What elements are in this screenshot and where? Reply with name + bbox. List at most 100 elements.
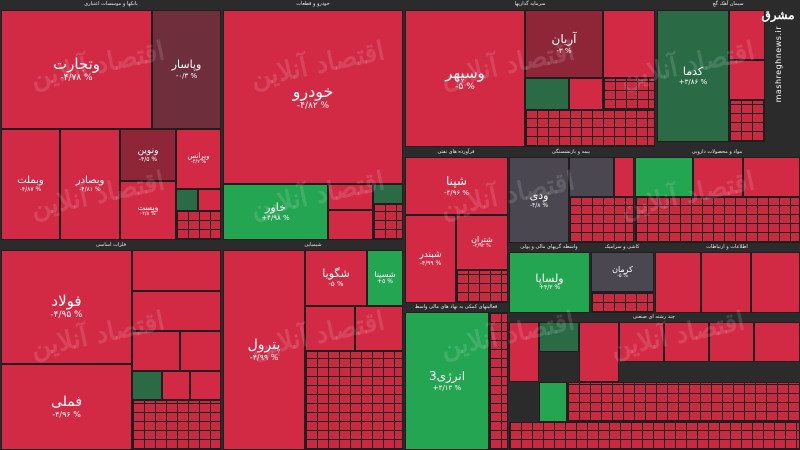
tile-cluster[interactable]	[176, 211, 221, 240]
tile-cluster[interactable]	[525, 110, 655, 147]
tile-kama[interactable]: کدما +۳/۸۶ %	[657, 10, 729, 142]
tile-name: شپنا	[446, 174, 467, 189]
tile-shepna[interactable]: شپنا -۴/۹۶ %	[405, 157, 508, 215]
tile-vpost[interactable]: وپست -۴/۸ %	[120, 181, 176, 240]
tile-vsepehr[interactable]: وسپهر -۵ %	[405, 10, 525, 147]
tile-percent: -۵ %	[617, 272, 628, 279]
tile-vday[interactable]: ودی -۴/۸ %	[509, 157, 569, 243]
tile-name: فملی	[50, 394, 83, 411]
tile-small[interactable]	[619, 322, 664, 362]
tile-arian[interactable]: آریان -۳ %	[525, 10, 603, 78]
brand-mark: مشرق	[761, 8, 795, 22]
tile-fmelli[interactable]: فملی -۴/۹۶ %	[1, 364, 132, 450]
tile-cluster[interactable]	[489, 312, 508, 450]
tile-small[interactable]	[132, 291, 221, 331]
tile-vtejarat[interactable]: وتجارت -۴/۷۸ %	[1, 10, 152, 129]
tile-small[interactable]	[132, 250, 221, 291]
tile-shanran[interactable]: شتران -۴/۹۲ %	[456, 215, 508, 270]
tile-vnovin[interactable]: ونوین -۴/۵ %	[120, 129, 176, 181]
tile-khavar[interactable]: خاور +۴/۹۸ %	[223, 184, 328, 240]
tile-shesina[interactable]: شسینا +۵ %	[367, 250, 403, 306]
tile-small[interactable]	[729, 60, 765, 100]
tile-small[interactable]	[655, 252, 701, 313]
section-basic-metals: فلزات اساسی فولاد -۴/۹۵ % فملی -۴/۹۶ %	[0, 241, 222, 450]
tile-small[interactable]	[664, 322, 709, 362]
section-chemical: شیمیایی پترول -۴/۹۹ % شگویا -۵ % شسینا +…	[222, 241, 404, 450]
brand-url: mashreghnews.ir	[773, 26, 783, 103]
tile-small[interactable]	[751, 252, 800, 313]
tile-small[interactable]	[162, 371, 190, 400]
tile-small[interactable]	[603, 10, 655, 78]
tile-small[interactable]	[198, 189, 221, 211]
tile-small[interactable]	[635, 157, 693, 197]
tile-percent: +۴/۹۸ %	[261, 214, 290, 223]
tile-small[interactable]	[743, 157, 800, 197]
section-title: چند رشته ای صنعتی	[633, 314, 675, 320]
tile-vbmellat[interactable]: وبملت -۴/۸۷ %	[1, 129, 60, 240]
tile-name: خودرو	[292, 81, 334, 101]
tile-cluster[interactable]	[456, 270, 508, 303]
tile-vlasapa[interactable]: ولساپا +۴/۳ %	[509, 252, 590, 313]
tile-small[interactable]	[190, 371, 221, 400]
tile-small[interactable]	[132, 371, 162, 400]
tile-cluster[interactable]	[305, 351, 403, 450]
tile-shegavia[interactable]: شگویا -۵ %	[305, 250, 367, 306]
tile-small[interactable]	[754, 322, 800, 362]
tile-vkaraf[interactable]: ویرانس -۴/۷ %	[176, 129, 221, 189]
tile-small[interactable]	[709, 322, 754, 362]
tile-small[interactable]	[328, 210, 373, 240]
section-title: فعالیتهای کمکی به نهاد های مالی واسط	[414, 304, 498, 310]
tile-small[interactable]	[693, 157, 743, 197]
tile-small[interactable]	[614, 157, 634, 197]
tile-small[interactable]	[180, 331, 221, 371]
tile-small[interactable]	[539, 382, 567, 422]
tile-small[interactable]	[539, 322, 579, 352]
section-other: فعالیتهای کمکی به نهاد های مالی واسط انر…	[404, 303, 508, 450]
tile-small[interactable]	[328, 184, 373, 210]
tile-fooolad[interactable]: فولاد -۴/۹۵ %	[1, 250, 132, 364]
tile-small[interactable]	[579, 322, 619, 382]
tile-small[interactable]	[701, 252, 751, 313]
tile-percent: -۳ %	[556, 46, 572, 55]
tile-percent: -۴/۹۹ %	[249, 353, 279, 363]
tile-name: وسپهر	[445, 63, 485, 82]
tile-name: کرمان	[612, 264, 633, 274]
tile-small[interactable]	[525, 78, 569, 110]
tile-name: خاور	[265, 200, 286, 214]
tile-small[interactable]	[569, 157, 614, 197]
tile-small[interactable]	[132, 331, 180, 371]
tile-vbsader[interactable]: وبصادر -۴/۸۱ %	[60, 129, 120, 240]
tile-cluster[interactable]	[635, 197, 800, 243]
tile-name: شسینا	[374, 269, 396, 279]
section-title: بانکها و موسسات اعتباری	[84, 1, 138, 7]
tile-khodro[interactable]: خودرو -۴/۸۲ %	[223, 10, 403, 184]
tile-cluster[interactable]	[729, 100, 765, 142]
tile-cluster[interactable]	[591, 292, 654, 313]
tile-name: وپست	[137, 203, 159, 213]
tile-name: ودی	[529, 189, 549, 203]
section-insurance: بیمه و بازنشستگی ودی -۴/۸ %	[508, 148, 634, 243]
tile-small[interactable]	[176, 189, 198, 211]
tile-small[interactable]	[355, 306, 403, 351]
tile-cluster[interactable]	[509, 422, 800, 450]
tile-name: ولساپا	[535, 271, 564, 285]
tile-kermani[interactable]: کرمان -۵ %	[591, 252, 654, 292]
tile-anerzhi3[interactable]: انرژی3 +۴/۱۳ %	[405, 312, 489, 450]
tile-petrol[interactable]: پترول -۴/۹۹ %	[223, 250, 305, 450]
tile-percent: +۴/۳ %	[538, 284, 561, 292]
tile-cluster[interactable]	[373, 204, 403, 240]
tile-shebandar[interactable]: شبندر -۴/۹۹ %	[405, 215, 456, 303]
tile-small[interactable]	[509, 322, 539, 382]
tile-small[interactable]	[373, 184, 403, 204]
tile-cluster[interactable]	[567, 382, 800, 422]
tile-cluster[interactable]	[569, 197, 634, 243]
tile-name: پترول	[247, 337, 281, 354]
tile-vpasar[interactable]: وپاسار -۰/۳ %	[152, 10, 221, 129]
tile-small[interactable]	[305, 306, 355, 351]
tile-small[interactable]	[729, 10, 765, 60]
tile-small[interactable]	[569, 78, 603, 110]
tile-cluster[interactable]	[132, 400, 221, 450]
section-telecom: اطلاعات و ارتباطات	[654, 243, 800, 313]
section-title: سیمان آهک گچ	[712, 1, 744, 7]
tile-cluster[interactable]	[603, 78, 655, 110]
